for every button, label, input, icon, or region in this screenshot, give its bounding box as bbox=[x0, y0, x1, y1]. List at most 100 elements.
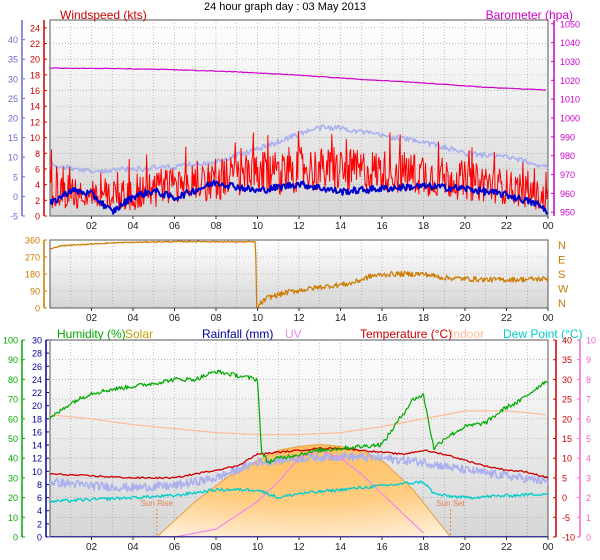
direction-panel-x-tick-label: 20 bbox=[459, 313, 471, 324]
uv-axis-tick-label: 5 bbox=[586, 434, 591, 444]
weather-series-group bbox=[50, 369, 548, 537]
direction-panel-x-tick-label: 14 bbox=[335, 313, 347, 324]
wind-direction-line bbox=[50, 240, 548, 308]
compass-label: S bbox=[558, 269, 565, 281]
weather-panel-x-tick-label: 16 bbox=[376, 542, 388, 553]
temperature-axis-tick-label: 25 bbox=[562, 395, 572, 405]
temperature-axis-tick-label: 10 bbox=[562, 454, 572, 464]
rainfall-axis-tick-label: 16 bbox=[32, 427, 42, 437]
wind-panel-x-tick-label: 16 bbox=[376, 221, 388, 232]
windspeed-axis-tick-label: 6 bbox=[35, 164, 40, 174]
humidity-axis-tick-label: 100 bbox=[3, 336, 18, 346]
rainfall-axis-tick-label: 22 bbox=[32, 388, 42, 398]
wind-series-group bbox=[50, 67, 548, 215]
weather-panel-x-tick-label: 04 bbox=[127, 542, 139, 553]
rainfall-axis-tick-label: 6 bbox=[37, 493, 42, 503]
windspeed-axis-tick-label: 12 bbox=[30, 117, 40, 127]
rainfall-axis-tick-label: 0 bbox=[37, 533, 42, 543]
weather-panel-x-tick-label: 22 bbox=[501, 542, 513, 553]
humidity-axis-tick-label: 50 bbox=[8, 434, 18, 444]
weather-panel-x-tick-label: 12 bbox=[293, 542, 305, 553]
far-left-axis-tick-label: 40 bbox=[8, 35, 18, 45]
rainfall-axis-tick-label: 8 bbox=[37, 480, 42, 490]
temperature-axis-tick-label: 0 bbox=[562, 493, 567, 503]
rainfall-axis-tick-label: 18 bbox=[32, 414, 42, 424]
direction-panel-x-tick-label: 02 bbox=[86, 313, 98, 324]
humidity-axis-tick-label: 60 bbox=[8, 414, 18, 424]
gust-line bbox=[50, 130, 548, 211]
direction-axis-tick-label: 360 bbox=[25, 236, 40, 246]
wind-panel-x-tick-label: 02 bbox=[86, 221, 98, 232]
legend-item-rainfall-mm: Rainfall (mm) bbox=[202, 327, 273, 341]
wind-panel-x-tick-label: 20 bbox=[459, 221, 471, 232]
weather-panel-x-tick-label: 08 bbox=[210, 542, 222, 553]
direction-axis-tick-label: 90 bbox=[30, 287, 40, 297]
windspeed-axis-title: Windspeed (kts) bbox=[60, 8, 147, 22]
humidity-line bbox=[50, 369, 548, 465]
compass-label: N bbox=[558, 298, 566, 310]
far-left-axis-tick-label: 20 bbox=[8, 114, 18, 124]
uv-axis-tick-label: 9 bbox=[586, 355, 591, 365]
compass-label: E bbox=[558, 255, 565, 267]
temperature-axis-tick-label: 20 bbox=[562, 414, 572, 424]
wind-panel-x-tick-label: 14 bbox=[335, 221, 347, 232]
legend-item-dew-point-c: Dew Point (°C) bbox=[503, 327, 582, 341]
far-left-axis-tick-label: 15 bbox=[8, 133, 18, 143]
indoor-line bbox=[50, 410, 546, 436]
temperature-axis-tick-label: 40 bbox=[562, 336, 572, 346]
barometer-line bbox=[50, 67, 546, 91]
windspeed-axis-tick-label: 0 bbox=[35, 212, 40, 222]
weather-panel-x-tick-label: 20 bbox=[459, 542, 471, 553]
direction-panel-x-tick-label: 06 bbox=[169, 313, 181, 324]
wind-panel-x-tick-label: 08 bbox=[210, 221, 222, 232]
uv-axis-tick-label: 1 bbox=[586, 513, 591, 523]
direction-axis-tick-label: 270 bbox=[25, 253, 40, 263]
rainfall-axis-tick-label: 26 bbox=[32, 362, 42, 372]
uv-axis-tick-label: 4 bbox=[586, 454, 591, 464]
temperature-axis-tick-label: 30 bbox=[562, 375, 572, 385]
far-left-axis-tick-label: 0 bbox=[13, 192, 18, 202]
legend-item-uv: UV bbox=[285, 327, 302, 341]
direction-panel-x-tick-label: 18 bbox=[418, 313, 430, 324]
direction-panel-x-tick-label: 10 bbox=[252, 313, 264, 324]
windspeed-axis-tick-label: 24 bbox=[30, 23, 40, 33]
far-left-axis-tick-label: 5 bbox=[13, 172, 18, 182]
rainfall-axis-tick-label: 20 bbox=[32, 401, 42, 411]
direction-panel-x-tick-label: 00 bbox=[542, 313, 554, 324]
wind-panel-x-tick-label: 00 bbox=[542, 221, 554, 232]
rainfall-axis-tick-label: 12 bbox=[32, 454, 42, 464]
wind-panel-x-tick-label: 06 bbox=[169, 221, 181, 232]
compass-label: N bbox=[558, 240, 566, 252]
uv-line bbox=[174, 449, 424, 537]
wind-panel-x-tick-label: 12 bbox=[293, 221, 305, 232]
rainfall-axis-tick-label: 24 bbox=[32, 375, 42, 385]
direction-panel-x-tick-label: 08 bbox=[210, 313, 222, 324]
legend-item-solar: Solar bbox=[125, 327, 153, 341]
windspeed-axis-tick-label: 10 bbox=[30, 133, 40, 143]
direction-panel-x-tick-label: 12 bbox=[293, 313, 305, 324]
humidity-axis-tick-label: 40 bbox=[8, 454, 18, 464]
wind-panel-x-tick-label: 18 bbox=[418, 221, 430, 232]
barometer-axis-title: Barometer (hpa) bbox=[486, 8, 573, 22]
weather-panel-x-tick-label: 02 bbox=[86, 542, 98, 553]
uv-axis-tick-label: 6 bbox=[586, 414, 591, 424]
far-left-axis-tick-label: -5 bbox=[10, 212, 18, 222]
barometer-axis-tick-label: 1010 bbox=[560, 95, 580, 105]
rainfall-axis-tick-label: 14 bbox=[32, 441, 42, 451]
humidity-axis-tick-label: 20 bbox=[8, 493, 18, 503]
direction-series-group bbox=[50, 240, 548, 308]
windspeed-axis-tick-label: 4 bbox=[35, 180, 40, 190]
barometer-axis-tick-label: 1020 bbox=[560, 76, 580, 86]
rainfall-axis-tick-label: 10 bbox=[32, 467, 42, 477]
barometer-axis-tick-label: 950 bbox=[560, 208, 575, 218]
weather-panel-x-tick-label: 06 bbox=[169, 542, 181, 553]
rainfall-axis-tick-label: 28 bbox=[32, 349, 42, 359]
uv-axis-tick-label: 7 bbox=[586, 395, 591, 405]
rainfall-axis-tick-label: 30 bbox=[32, 336, 42, 346]
direction-panel-x-tick-label: 16 bbox=[376, 313, 388, 324]
temperature-axis-tick-label: 15 bbox=[562, 434, 572, 444]
barometer-axis-tick-label: 1030 bbox=[560, 57, 580, 67]
direction-axis-tick-label: 0 bbox=[35, 304, 40, 314]
